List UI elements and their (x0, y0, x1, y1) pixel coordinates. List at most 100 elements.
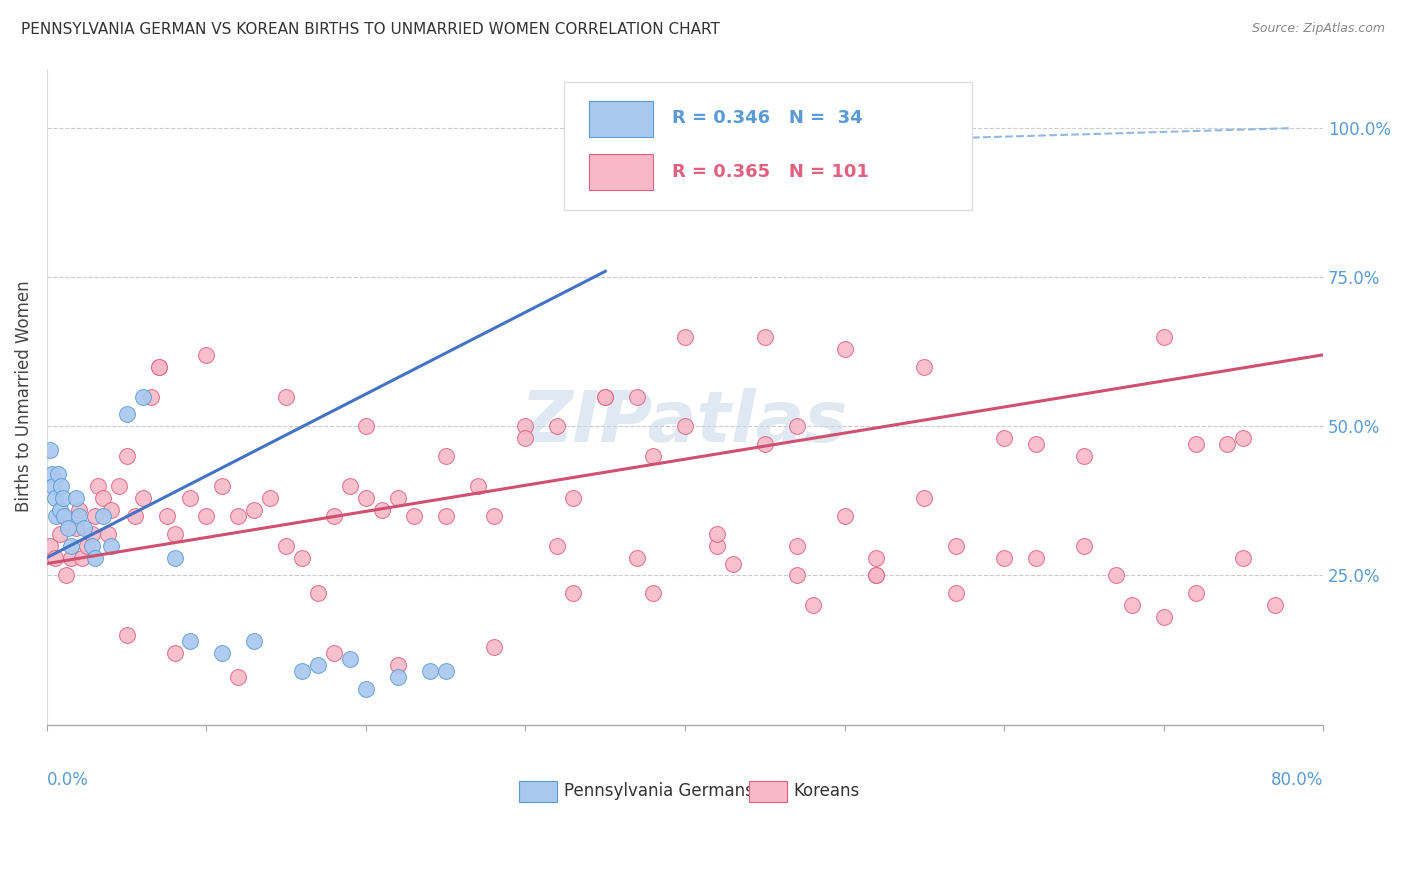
Point (131, 390, 153, 404)
Bar (589, 102, 654, 137)
Text: 80.0%: 80.0% (1271, 771, 1323, 789)
Point (754, 437, 776, 451)
Point (339, 479, 361, 493)
Text: Koreans: Koreans (793, 782, 859, 800)
Point (163, 550, 186, 565)
Point (482, 508, 505, 523)
Point (786, 568, 808, 582)
Point (834, 508, 856, 523)
Point (53, 508, 76, 523)
Point (59, 550, 82, 565)
Point (673, 419, 696, 434)
Point (419, 664, 441, 678)
Point (1073, 539, 1095, 553)
Point (100, 539, 122, 553)
Point (945, 539, 967, 553)
Point (515, 419, 537, 434)
Point (354, 419, 377, 434)
Point (115, 408, 138, 422)
Point (107, 479, 129, 493)
Point (41, 467, 63, 481)
Point (211, 646, 233, 660)
Point (865, 568, 887, 582)
Point (100, 503, 122, 517)
Point (52, 491, 75, 505)
Text: R = 0.365   N = 101: R = 0.365 N = 101 (672, 162, 869, 180)
Point (59, 539, 82, 553)
Point (65, 521, 87, 535)
Point (228, 670, 250, 684)
Point (434, 508, 457, 523)
Point (562, 586, 585, 600)
Point (48, 526, 70, 541)
Point (91, 491, 114, 505)
Point (402, 508, 425, 523)
Point (1105, 568, 1128, 582)
Point (83, 550, 105, 565)
Point (148, 359, 170, 374)
Point (96, 526, 118, 541)
Point (1184, 437, 1206, 451)
Point (228, 508, 250, 523)
Point (387, 670, 409, 684)
Point (482, 640, 505, 654)
Point (70, 550, 93, 565)
Point (195, 348, 218, 362)
Point (354, 491, 377, 505)
Text: Pennsylvania Germans: Pennsylvania Germans (564, 782, 754, 800)
Point (44, 491, 66, 505)
Point (865, 568, 887, 582)
Point (56, 521, 79, 535)
Point (65, 491, 87, 505)
Point (434, 664, 457, 678)
Point (515, 431, 537, 445)
Point (39, 539, 62, 553)
Point (83, 508, 105, 523)
Point (42, 479, 65, 493)
Point (673, 121, 696, 136)
Point (1232, 550, 1254, 565)
Point (1025, 437, 1047, 451)
Bar (519, 781, 557, 802)
Point (673, 330, 696, 344)
Point (1264, 599, 1286, 613)
Point (91, 508, 114, 523)
Point (323, 646, 346, 660)
Point (115, 628, 138, 642)
Point (1153, 610, 1175, 624)
Point (55, 568, 77, 582)
Point (276, 539, 298, 553)
Y-axis label: Births to Unmarried Women: Births to Unmarried Women (15, 281, 32, 512)
Point (1232, 431, 1254, 445)
Point (259, 491, 281, 505)
Point (76, 539, 98, 553)
Point (721, 557, 744, 571)
Point (1025, 550, 1047, 565)
Point (211, 479, 233, 493)
FancyBboxPatch shape (564, 82, 972, 210)
Point (1153, 330, 1175, 344)
Point (87, 479, 110, 493)
Bar (589, 153, 654, 190)
Point (354, 681, 377, 696)
Bar (749, 781, 787, 802)
Point (643, 586, 665, 600)
Point (339, 652, 361, 666)
Point (706, 526, 728, 541)
Text: PENNSYLVANIA GERMAN VS KOREAN BIRTHS TO UNMARRIED WOMEN CORRELATION CHART: PENNSYLVANIA GERMAN VS KOREAN BIRTHS TO … (21, 22, 720, 37)
Point (72, 521, 94, 535)
Point (163, 526, 186, 541)
Point (993, 550, 1015, 565)
Point (131, 491, 153, 505)
Point (307, 586, 329, 600)
Point (754, 330, 776, 344)
Point (643, 449, 665, 463)
Point (1216, 437, 1239, 451)
Point (434, 449, 457, 463)
Point (51, 479, 73, 493)
Point (387, 491, 409, 505)
Point (48, 503, 70, 517)
Point (67, 503, 90, 517)
Point (276, 390, 298, 404)
Point (39, 443, 62, 458)
